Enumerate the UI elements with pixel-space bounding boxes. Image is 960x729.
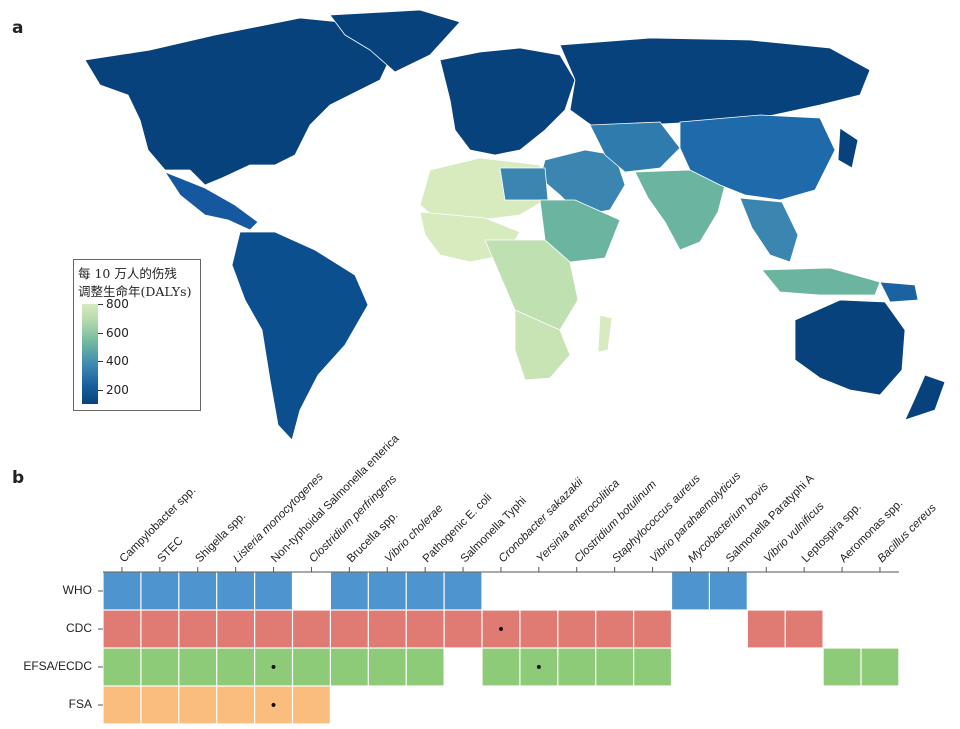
heatmap-cell	[141, 610, 179, 648]
legend-tick	[98, 361, 103, 363]
heatmap-cell	[331, 572, 368, 610]
heatmap-cell	[406, 572, 444, 610]
legend-title-line2: 调整生命年(DALYs)	[78, 284, 192, 299]
region-europe	[439, 47, 576, 156]
cell-marker: •	[269, 698, 277, 714]
region-east-asia	[679, 114, 836, 201]
region-central-america	[164, 171, 259, 231]
heatmap-cell	[444, 610, 482, 648]
row-label: EFSA/ECDC	[23, 659, 92, 673]
legend-tick	[98, 332, 103, 334]
world-map	[84, 9, 946, 441]
heatmap-cell	[406, 610, 444, 648]
heatmap-cell	[293, 610, 330, 648]
heatmap-cell	[293, 686, 330, 724]
heatmap-cell	[179, 610, 217, 648]
heatmap-cell	[368, 648, 406, 686]
heatmap-cell	[444, 572, 482, 610]
region-papua	[879, 281, 919, 303]
heatmap-cell	[103, 686, 141, 724]
heatmap-cell	[596, 648, 633, 686]
heatmap-cell	[217, 686, 254, 724]
heatmap-cell	[179, 686, 217, 724]
region-greenland	[329, 9, 461, 73]
panel-b-label: b	[12, 468, 25, 488]
region-japan	[837, 127, 859, 169]
heatmap-cell	[710, 572, 747, 610]
heatmap-cell	[520, 610, 558, 648]
legend-tick	[98, 304, 103, 305]
heatmap-cell	[558, 610, 596, 648]
heatmap-cell	[141, 572, 179, 610]
heatmap-cell	[672, 572, 709, 610]
heatmap-cell	[368, 610, 406, 648]
column-label: Pathogenic E. coli	[421, 492, 495, 566]
heatmap-cell	[331, 648, 368, 686]
heatmap-cell	[103, 648, 141, 686]
heatmap-cell	[558, 648, 596, 686]
heatmap-cell	[482, 648, 520, 686]
heatmap-cell	[217, 648, 254, 686]
legend-title-line1: 每 10 万人的伤残	[78, 266, 177, 281]
row-label: WHO	[62, 583, 92, 597]
legend-tick-label: 200	[106, 382, 129, 397]
heatmap-cell	[179, 648, 217, 686]
legend-color-bar	[82, 304, 98, 404]
heatmap-cell	[103, 572, 141, 610]
region-indonesia	[761, 267, 881, 296]
region-south-america	[231, 231, 369, 441]
region-australia	[794, 299, 906, 396]
heatmap-cell	[217, 610, 254, 648]
heatmap-cell	[596, 610, 633, 648]
region-southeast-asia	[739, 197, 799, 263]
region-central-asia	[589, 121, 681, 173]
heatmap-cell	[482, 610, 520, 648]
legend-tick-label: 800	[106, 297, 129, 311]
column-label: Salmonella Typhi	[459, 495, 529, 565]
cell-marker: •	[497, 622, 505, 638]
heatmap-cell	[103, 610, 141, 648]
column-label: STEC	[155, 535, 185, 565]
heatmap-cell	[331, 610, 368, 648]
region-new-zealand	[904, 374, 946, 421]
heatmap-cell	[634, 610, 671, 648]
heatmap-cell	[368, 572, 406, 610]
row-label: CDC	[66, 621, 92, 635]
legend-tick-label: 400	[106, 354, 129, 369]
heatmap-cell	[634, 648, 671, 686]
heatmap-cell	[255, 686, 292, 724]
panel-a-label: a	[12, 18, 24, 38]
heatmap-cell	[406, 648, 444, 686]
row-label: FSA	[68, 697, 92, 711]
cell-marker: •	[535, 660, 543, 676]
heatmap-cell	[747, 610, 785, 648]
heatmap-cell	[823, 648, 861, 686]
heatmap-cell	[255, 572, 292, 610]
cell-marker: •	[269, 660, 277, 676]
heatmap-cell	[293, 648, 330, 686]
region-southern-africa	[514, 309, 571, 381]
heatmap-cell	[255, 610, 292, 648]
legend-tick	[98, 389, 103, 391]
heatmap-cell	[179, 572, 217, 610]
heatmap-cell	[217, 572, 254, 610]
heatmap-cell	[520, 648, 558, 686]
region-madagascar	[597, 314, 613, 353]
legend-tick-label: 600	[106, 325, 129, 340]
region-russia	[559, 37, 871, 129]
map-legend: 每 10 万人的伤残 调整生命年(DALYs) 800 600 400 200	[73, 259, 201, 411]
heatmap-cell	[861, 648, 899, 686]
heatmap-cell	[141, 648, 179, 686]
region-north-america	[84, 17, 396, 186]
heatmap-cell	[255, 648, 292, 686]
heatmap-cell	[141, 686, 179, 724]
heatmap-cell	[785, 610, 823, 648]
